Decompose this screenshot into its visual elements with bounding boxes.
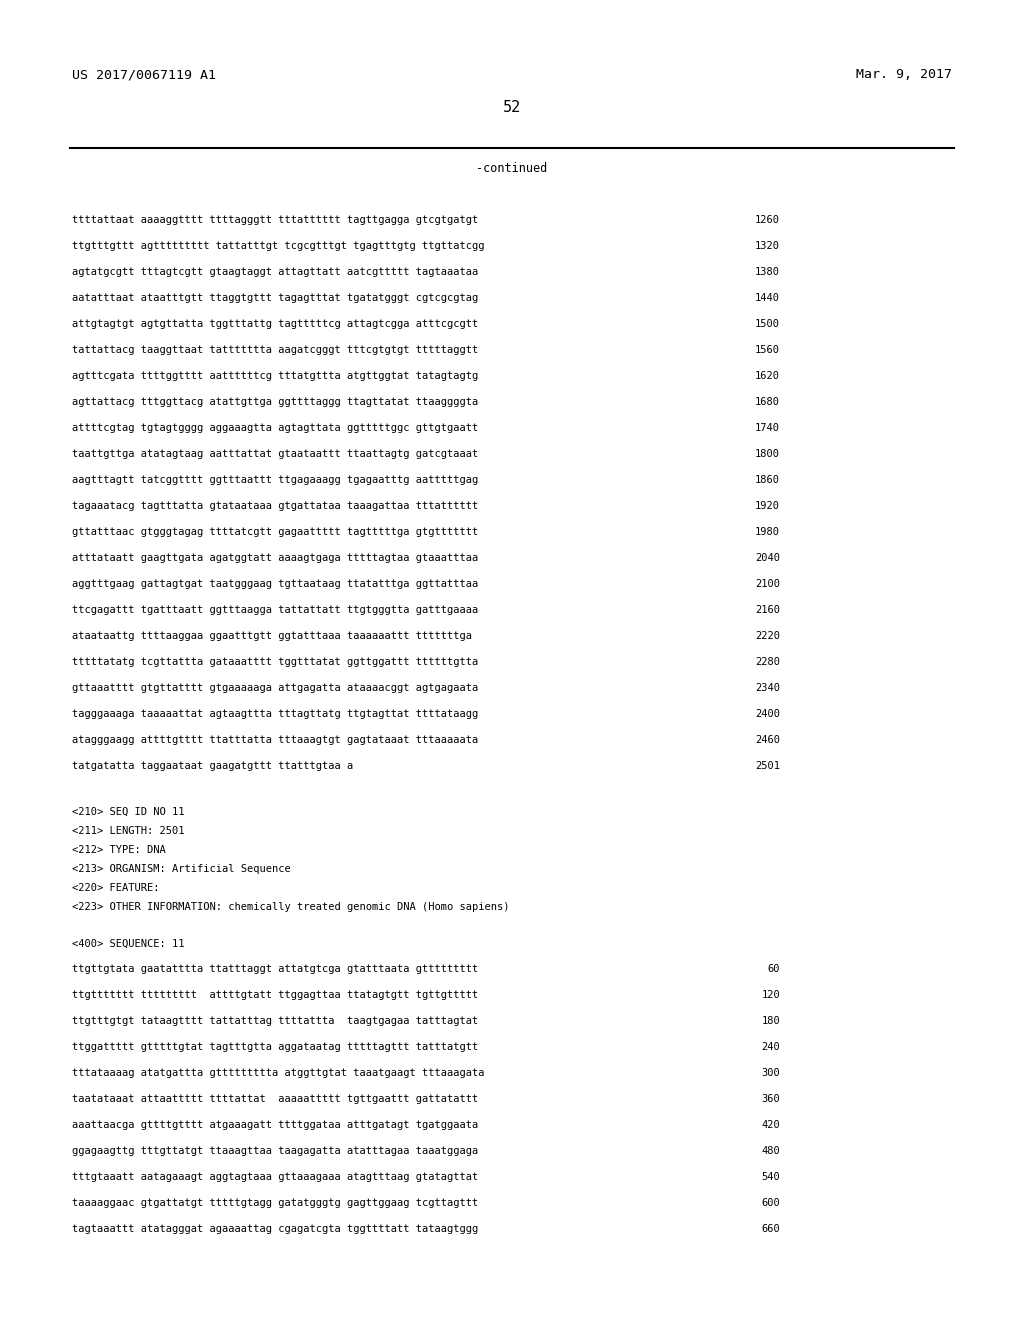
Text: ttggattttt gtttttgtat tagtttgtta aggataatag tttttagttt tatttatgtt: ttggattttt gtttttgtat tagtttgtta aggataa… — [72, 1041, 478, 1052]
Text: 1260: 1260 — [755, 215, 780, 224]
Text: 2100: 2100 — [755, 579, 780, 589]
Text: US 2017/0067119 A1: US 2017/0067119 A1 — [72, 69, 216, 81]
Text: <212> TYPE: DNA: <212> TYPE: DNA — [72, 845, 166, 855]
Text: 1980: 1980 — [755, 527, 780, 537]
Text: 2040: 2040 — [755, 553, 780, 564]
Text: 540: 540 — [761, 1172, 780, 1181]
Text: agtatgcgtt tttagtcgtt gtaagtaggt attagttatt aatcgttttt tagtaaataa: agtatgcgtt tttagtcgtt gtaagtaggt attagtt… — [72, 267, 478, 277]
Text: -continued: -continued — [476, 162, 548, 176]
Text: 1620: 1620 — [755, 371, 780, 381]
Text: 1680: 1680 — [755, 397, 780, 407]
Text: 2220: 2220 — [755, 631, 780, 642]
Text: 480: 480 — [761, 1146, 780, 1156]
Text: 300: 300 — [761, 1068, 780, 1078]
Text: gttaaatttt gtgttatttt gtgaaaaaga attgagatta ataaaacggt agtgagaata: gttaaatttt gtgttatttt gtgaaaaaga attgaga… — [72, 682, 478, 693]
Text: 1500: 1500 — [755, 319, 780, 329]
Text: 120: 120 — [761, 990, 780, 1001]
Text: aatatttaat ataatttgtt ttaggtgttt tagagtttat tgatatgggt cgtcgcgtag: aatatttaat ataatttgtt ttaggtgttt tagagtt… — [72, 293, 478, 304]
Text: 660: 660 — [761, 1224, 780, 1234]
Text: ttcgagattt tgatttaatt ggtttaagga tattattatt ttgtgggtta gatttgaaaa: ttcgagattt tgatttaatt ggtttaagga tattatt… — [72, 605, 478, 615]
Text: 2280: 2280 — [755, 657, 780, 667]
Text: tagggaaaga taaaaattat agtaagttta tttagttatg ttgtagttat ttttataagg: tagggaaaga taaaaattat agtaagttta tttagtt… — [72, 709, 478, 719]
Text: tagtaaattt atatagggat agaaaattag cgagatcgta tggttttatt tataagtggg: tagtaaattt atatagggat agaaaattag cgagatc… — [72, 1224, 478, 1234]
Text: Mar. 9, 2017: Mar. 9, 2017 — [856, 69, 952, 81]
Text: 1860: 1860 — [755, 475, 780, 484]
Text: 2160: 2160 — [755, 605, 780, 615]
Text: ttgtttgttt agttttttttt tattatttgt tcgcgtttgt tgagtttgtg ttgttatcgg: ttgtttgttt agttttttttt tattatttgt tcgcgt… — [72, 242, 484, 251]
Text: taatataaat attaattttt ttttattat  aaaaattttt tgttgaattt gattatattt: taatataaat attaattttt ttttattat aaaaattt… — [72, 1094, 478, 1104]
Text: 240: 240 — [761, 1041, 780, 1052]
Text: <213> ORGANISM: Artificial Sequence: <213> ORGANISM: Artificial Sequence — [72, 865, 291, 874]
Text: ataataattg ttttaaggaa ggaatttgtt ggtatttaaa taaaaaattt tttttttga: ataataattg ttttaaggaa ggaatttgtt ggtattt… — [72, 631, 472, 642]
Text: tattattacg taaggttaat tattttttta aagatcgggt tttcgtgtgt tttttaggtt: tattattacg taaggttaat tattttttta aagatcg… — [72, 345, 478, 355]
Text: gttatttaac gtgggtagag ttttatcgtt gagaattttt tagtttttga gtgttttttt: gttatttaac gtgggtagag ttttatcgtt gagaatt… — [72, 527, 478, 537]
Text: ggagaagttg tttgttatgt ttaaagttaa taagagatta atatttagaa taaatggaga: ggagaagttg tttgttatgt ttaaagttaa taagaga… — [72, 1146, 478, 1156]
Text: taattgttga atatagtaag aatttattat gtaataattt ttaattagtg gatcgtaaat: taattgttga atatagtaag aatttattat gtaataa… — [72, 449, 478, 459]
Text: 2400: 2400 — [755, 709, 780, 719]
Text: attgtagtgt agtgttatta tggtttattg tagtttttcg attagtcgga atttcgcgtt: attgtagtgt agtgttatta tggtttattg tagtttt… — [72, 319, 478, 329]
Text: 2340: 2340 — [755, 682, 780, 693]
Text: 52: 52 — [503, 100, 521, 115]
Text: agttattacg tttggttacg atattgttga ggttttaggg ttagttatat ttaaggggta: agttattacg tttggttacg atattgttga ggtttta… — [72, 397, 478, 407]
Text: 1920: 1920 — [755, 502, 780, 511]
Text: atttataatt gaagttgata agatggtatt aaaagtgaga tttttagtaa gtaaatttaa: atttataatt gaagttgata agatggtatt aaaagtg… — [72, 553, 478, 564]
Text: <400> SEQUENCE: 11: <400> SEQUENCE: 11 — [72, 939, 184, 949]
Text: 60: 60 — [768, 964, 780, 974]
Text: aggtttgaag gattagtgat taatgggaag tgttaataag ttatatttga ggttatttaa: aggtttgaag gattagtgat taatgggaag tgttaat… — [72, 579, 478, 589]
Text: 600: 600 — [761, 1199, 780, 1208]
Text: tatgatatta taggaataat gaagatgttt ttatttgtaa a: tatgatatta taggaataat gaagatgttt ttatttg… — [72, 762, 353, 771]
Text: aagtttagtt tatcggtttt ggtttaattt ttgagaaagg tgagaatttg aatttttgag: aagtttagtt tatcggtttt ggtttaattt ttgagaa… — [72, 475, 478, 484]
Text: tttataaaag atatgattta gttttttttta atggttgtat taaatgaagt tttaaagata: tttataaaag atatgattta gttttttttta atggtt… — [72, 1068, 484, 1078]
Text: 1740: 1740 — [755, 422, 780, 433]
Text: <210> SEQ ID NO 11: <210> SEQ ID NO 11 — [72, 807, 184, 817]
Text: 1800: 1800 — [755, 449, 780, 459]
Text: <223> OTHER INFORMATION: chemically treated genomic DNA (Homo sapiens): <223> OTHER INFORMATION: chemically trea… — [72, 902, 510, 912]
Text: ttgttttttt ttttttttt  attttgtatt ttggagttaa ttatagtgtt tgttgttttt: ttgttttttt ttttttttt attttgtatt ttggagtt… — [72, 990, 478, 1001]
Text: ttttattaat aaaaggtttt ttttagggtt tttatttttt tagttgagga gtcgtgatgt: ttttattaat aaaaggtttt ttttagggtt tttattt… — [72, 215, 478, 224]
Text: atagggaagg attttgtttt ttatttatta tttaaagtgt gagtataaat tttaaaaata: atagggaagg attttgtttt ttatttatta tttaaag… — [72, 735, 478, 744]
Text: 1440: 1440 — [755, 293, 780, 304]
Text: attttcgtag tgtagtgggg aggaaagtta agtagttata ggtttttggc gttgtgaatt: attttcgtag tgtagtgggg aggaaagtta agtagtt… — [72, 422, 478, 433]
Text: tttttatatg tcgttattta gataaatttt tggtttatat ggttggattt ttttttgtta: tttttatatg tcgttattta gataaatttt tggttta… — [72, 657, 478, 667]
Text: <220> FEATURE:: <220> FEATURE: — [72, 883, 160, 894]
Text: tagaaatacg tagtttatta gtataataaa gtgattataa taaagattaa tttatttttt: tagaaatacg tagtttatta gtataataaa gtgatta… — [72, 502, 478, 511]
Text: taaaaggaac gtgattatgt tttttgtagg gatatgggtg gagttggaag tcgttagttt: taaaaggaac gtgattatgt tttttgtagg gatatgg… — [72, 1199, 478, 1208]
Text: aaattaacga gttttgtttt atgaaagatt ttttggataa atttgatagt tgatggaata: aaattaacga gttttgtttt atgaaagatt ttttgga… — [72, 1119, 478, 1130]
Text: 420: 420 — [761, 1119, 780, 1130]
Text: 360: 360 — [761, 1094, 780, 1104]
Text: ttgtttgtgt tataagtttt tattatttag ttttattta  taagtgagaa tatttagtat: ttgtttgtgt tataagtttt tattatttag ttttatt… — [72, 1016, 478, 1026]
Text: 1560: 1560 — [755, 345, 780, 355]
Text: agtttcgata ttttggtttt aattttttcg tttatgttta atgttggtat tatagtagtg: agtttcgata ttttggtttt aattttttcg tttatgt… — [72, 371, 478, 381]
Text: 180: 180 — [761, 1016, 780, 1026]
Text: <211> LENGTH: 2501: <211> LENGTH: 2501 — [72, 826, 184, 836]
Text: 2501: 2501 — [755, 762, 780, 771]
Text: 1380: 1380 — [755, 267, 780, 277]
Text: tttgtaaatt aatagaaagt aggtagtaaa gttaaagaaa atagtttaag gtatagttat: tttgtaaatt aatagaaagt aggtagtaaa gttaaag… — [72, 1172, 478, 1181]
Text: ttgttgtata gaatatttta ttatttaggt attatgtcga gtatttaata gttttttttt: ttgttgtata gaatatttta ttatttaggt attatgt… — [72, 964, 478, 974]
Text: 2460: 2460 — [755, 735, 780, 744]
Text: 1320: 1320 — [755, 242, 780, 251]
